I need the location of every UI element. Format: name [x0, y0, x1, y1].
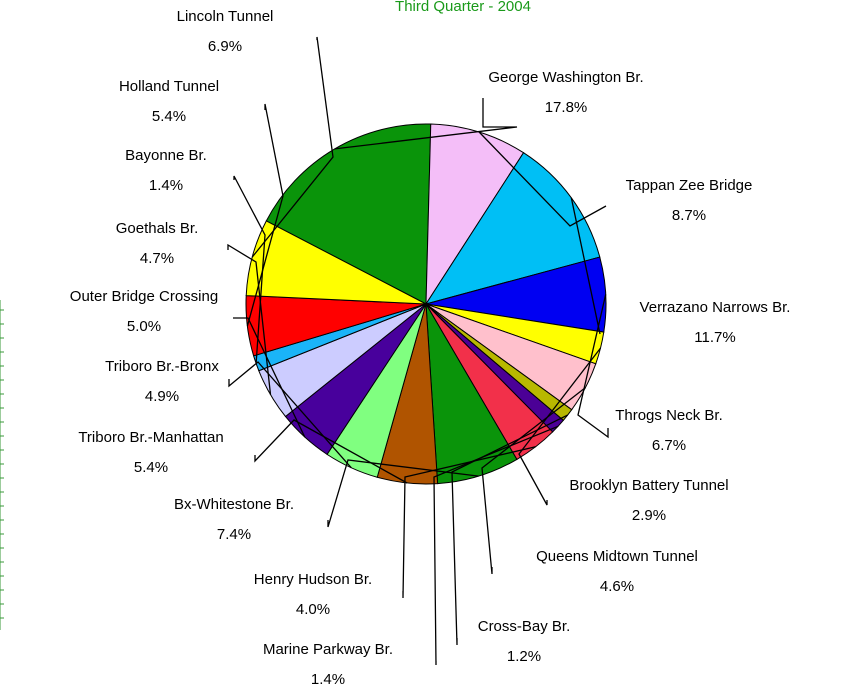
leader-line — [227, 243, 272, 395]
leader-line — [402, 446, 536, 599]
slice-percent-label: 8.7% — [672, 207, 706, 224]
slice-label: Henry Hudson Br. — [254, 571, 372, 588]
slice-percent-label: 5.4% — [134, 459, 168, 476]
slice-label: Tappan Zee Bridge — [626, 177, 753, 194]
leader-line — [334, 98, 518, 150]
slice-percent-label: 2.9% — [632, 507, 666, 524]
slice-percent-label: 4.9% — [145, 388, 179, 405]
slice-percent-label: 1.4% — [311, 671, 345, 688]
leader-line — [327, 459, 479, 528]
pie-slices — [245, 123, 607, 485]
leader-line — [481, 387, 586, 575]
leader-line — [518, 347, 602, 506]
leader-line — [433, 425, 559, 666]
slice-percent-label: 1.4% — [149, 177, 183, 194]
slice-label: Triboro Br.-Manhattan — [78, 429, 223, 446]
slice-label: Outer Bridge Crossing — [70, 288, 218, 305]
slice-percent-label: 6.7% — [652, 437, 686, 454]
leader-line — [246, 103, 284, 327]
leader-line — [251, 36, 334, 258]
slice-label: Queens Midtown Tunnel — [536, 548, 698, 565]
slice-percent-label: 17.8% — [545, 99, 588, 116]
slice-percent-label: 1.2% — [507, 648, 541, 665]
slice-percent-label: 6.9% — [208, 38, 242, 55]
slice-percent-label: 5.0% — [127, 318, 161, 335]
chart-subtitle: Third Quarter - 2004 — [395, 0, 531, 15]
leader-line — [577, 294, 609, 439]
slice-label: Throgs Neck Br. — [615, 407, 723, 424]
slice-label: Holland Tunnel — [119, 78, 219, 95]
slice-labels: George Washington Br. 17.8% Tappan Zee Bri… — [70, 8, 791, 688]
slice-percent-label: 11.7% — [694, 329, 735, 346]
slice-label: Lincoln Tunnel — [177, 8, 274, 25]
slice-label: Brooklyn Battery Tunnel — [569, 477, 728, 494]
leader-line — [570, 197, 601, 335]
slice-label: Verrazano Narrows Br. — [640, 299, 791, 316]
pie-slice-george-washington-br — [265, 123, 432, 305]
slice-percent-label: 4.7% — [140, 250, 174, 267]
slice-label: Goethals Br. — [116, 220, 199, 237]
leader-line — [254, 419, 408, 484]
slice-label: Triboro Br.-Bronx — [105, 358, 219, 375]
slice-percent-label: 5.4% — [152, 108, 186, 125]
leader-line — [233, 175, 266, 364]
slice-percent-label: 4.0% — [296, 601, 330, 618]
slice-label: Bayonne Br. — [125, 147, 207, 164]
slice-label: Marine Parkway Br. — [263, 641, 393, 658]
slice-percent-label: 7.4% — [217, 526, 251, 543]
slice-label: Cross-Bay Br. — [478, 618, 571, 635]
slice-label: Bx-Whitestone Br. — [174, 496, 294, 513]
slice-label: George Washington Br. — [488, 69, 643, 86]
leader-line — [478, 131, 607, 227]
slice-percent-label: 4.6% — [600, 578, 634, 595]
leader-line — [233, 317, 306, 438]
leader-line — [451, 414, 568, 646]
leader-line — [228, 361, 352, 469]
left-edge-ticks — [0, 300, 4, 630]
leader-lines — [227, 36, 609, 666]
